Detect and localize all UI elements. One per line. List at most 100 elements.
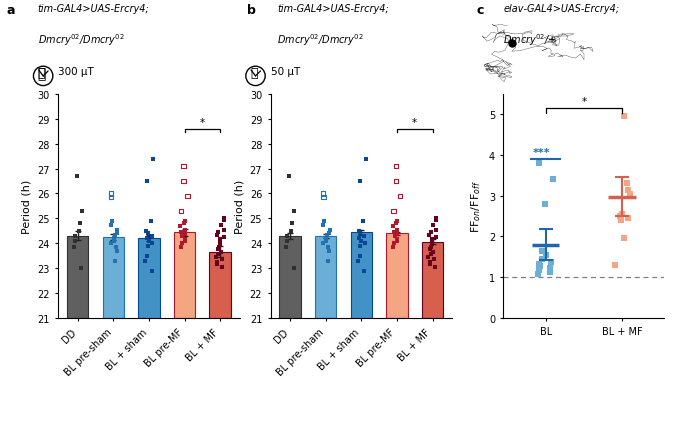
Text: ⧖: ⧖ <box>250 67 258 80</box>
Bar <box>103 237 124 318</box>
Point <box>545 269 556 276</box>
Point <box>110 232 121 239</box>
Bar <box>315 236 336 318</box>
Point <box>623 215 634 222</box>
Text: tim-GAL4>UAS-Ercry4;: tim-GAL4>UAS-Ercry4; <box>277 4 389 14</box>
Y-axis label: Period (h): Period (h) <box>234 179 244 233</box>
Point <box>219 227 229 233</box>
Point <box>390 220 401 227</box>
Point <box>614 213 625 220</box>
Point <box>428 249 439 256</box>
Point <box>323 258 334 264</box>
Point <box>177 233 188 240</box>
Point <box>387 223 398 230</box>
Point <box>105 194 116 201</box>
Point <box>360 240 371 247</box>
Point <box>388 208 399 215</box>
Point <box>395 193 406 200</box>
Point <box>176 229 187 236</box>
Point <box>178 178 189 185</box>
Point <box>175 244 186 251</box>
Point <box>430 217 441 224</box>
Point <box>359 267 370 274</box>
Point <box>533 271 544 278</box>
Point <box>179 238 190 245</box>
Point <box>213 252 224 258</box>
Point <box>105 221 116 228</box>
Point <box>77 208 88 215</box>
Point <box>216 249 227 256</box>
Point <box>389 240 400 247</box>
Point <box>324 248 335 255</box>
Point <box>219 215 229 222</box>
Point <box>619 236 630 243</box>
Point <box>289 208 300 215</box>
Text: 300 μT: 300 μT <box>58 67 94 77</box>
Point <box>110 258 121 264</box>
Point <box>179 227 190 233</box>
Point <box>148 156 159 163</box>
Point <box>353 228 364 235</box>
Point <box>281 244 292 251</box>
Point <box>540 252 551 258</box>
Text: b: b <box>247 4 256 17</box>
Text: *: * <box>200 118 205 128</box>
Point <box>431 227 442 233</box>
Point <box>619 114 630 120</box>
Point <box>540 201 551 208</box>
Point <box>426 244 437 251</box>
Point <box>533 261 544 267</box>
Point <box>610 262 621 269</box>
Point <box>324 230 335 236</box>
Point <box>210 254 221 261</box>
Point <box>69 233 80 240</box>
Text: c: c <box>476 4 484 17</box>
Point <box>175 223 186 230</box>
Point <box>143 238 154 245</box>
Text: Dmcry$^{02}$/Dmcry$^{02}$: Dmcry$^{02}$/Dmcry$^{02}$ <box>38 32 125 48</box>
Point <box>178 220 189 227</box>
Point <box>216 256 227 263</box>
Point <box>177 240 188 247</box>
Text: *: * <box>582 97 586 107</box>
Point <box>212 246 223 253</box>
Point <box>71 173 82 180</box>
Point <box>355 230 366 237</box>
Point <box>534 267 545 273</box>
Y-axis label: Period (h): Period (h) <box>22 179 32 233</box>
Point <box>179 218 190 225</box>
Point <box>287 220 298 227</box>
Point <box>323 244 334 251</box>
Point <box>388 229 399 236</box>
Point <box>214 237 225 243</box>
Y-axis label: FF$_{on}$/FF$_{off}$: FF$_{on}$/FF$_{off}$ <box>469 180 484 233</box>
Point <box>428 221 439 228</box>
Point <box>534 160 545 167</box>
Point <box>318 240 329 247</box>
Point <box>429 264 440 271</box>
Point <box>388 244 399 251</box>
Point <box>429 256 440 263</box>
Point <box>624 191 635 198</box>
Point <box>75 220 86 227</box>
Point <box>147 267 158 274</box>
Point <box>534 263 545 270</box>
Point <box>390 163 401 170</box>
Point <box>140 228 151 235</box>
Point <box>142 178 153 185</box>
Text: ⧖: ⧖ <box>38 67 45 80</box>
Bar <box>351 233 372 318</box>
Point <box>545 265 556 272</box>
Point <box>427 237 438 243</box>
Point <box>145 218 156 225</box>
Point <box>352 258 363 264</box>
Point <box>142 253 153 260</box>
Bar <box>279 236 301 318</box>
Point <box>424 261 435 268</box>
Point <box>356 238 366 245</box>
Point <box>354 178 365 185</box>
Point <box>179 231 190 238</box>
Text: *: * <box>412 118 417 128</box>
Bar <box>386 234 408 318</box>
Point <box>425 246 436 253</box>
